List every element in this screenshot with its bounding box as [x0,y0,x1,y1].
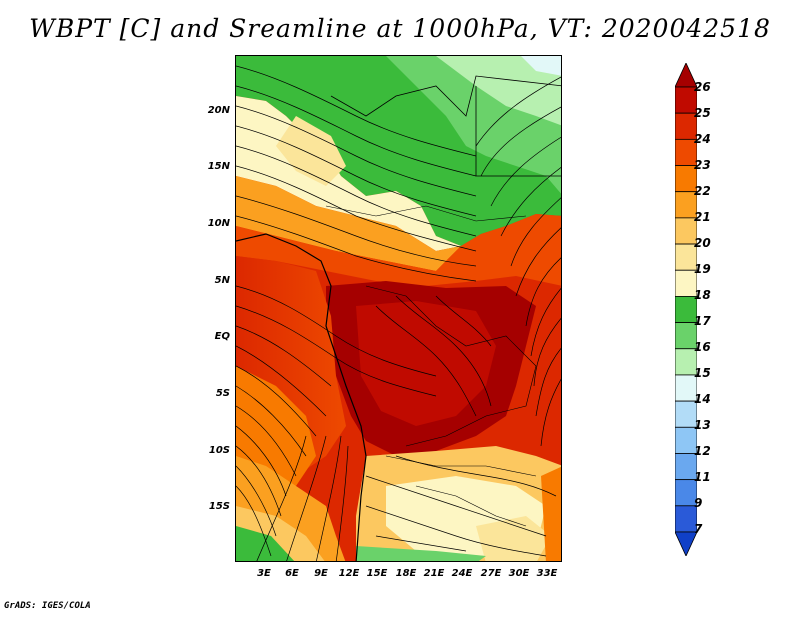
colorbar-label-23: 23 [694,158,711,172]
lon-label-6e: 6E [285,568,299,579]
lat-label-eq: EQ [214,331,230,342]
colorbar-label-17: 17 [694,314,711,328]
lon-label-30e: 30E [508,568,530,579]
chart-title: WBPT [C] and Sreamline at 1000hPa, VT: 2… [29,14,771,43]
colorbar-label-12: 12 [694,444,711,458]
colorbar-label-7: 7 [694,522,703,536]
colorbar-label-19: 19 [694,262,711,276]
colorbar [675,63,697,556]
colorbar-label-11: 11 [694,470,711,484]
lon-label-15e: 15E [366,568,388,579]
colorbar-label-20: 20 [694,236,711,250]
lon-label-3e: 3E [257,568,271,579]
lon-label-21e: 21E [423,568,445,579]
colorbar-label-26: 26 [694,80,711,94]
lon-label-9e: 9E [314,568,328,579]
colorbar-label-22: 22 [694,184,711,198]
grads-credit: GrADS: IGES/COLA [4,601,91,611]
colorbar-label-9: 9 [694,496,703,510]
lon-label-12e: 12E [338,568,360,579]
colorbar-label-21: 21 [694,210,711,224]
colorbar-label-24: 24 [694,132,711,146]
lon-label-33e: 33E [536,568,558,579]
colorbar-label-25: 25 [694,106,711,120]
colorbar-segment-bottom [675,531,697,556]
colorbar-label-15: 15 [694,366,711,380]
colorbar-label-14: 14 [694,392,711,406]
lat-label-5n: 5N [214,275,230,286]
colorbar-label-13: 13 [694,418,711,432]
lon-label-18e: 18E [395,568,417,579]
colorbar-label-18: 18 [694,288,711,302]
wbpt-field [236,56,561,561]
lat-label-15n: 15N [207,161,230,172]
lon-label-24e: 24E [451,568,473,579]
lat-label-5s: 5S [215,388,230,399]
map-panel [235,55,562,562]
lat-label-20n: 20N [207,105,230,116]
lat-label-10n: 10N [207,218,230,229]
lon-label-27e: 27E [480,568,502,579]
lat-label-10s: 10S [208,445,230,456]
lat-label-15s: 15S [208,501,230,512]
colorbar-label-16: 16 [694,340,711,354]
